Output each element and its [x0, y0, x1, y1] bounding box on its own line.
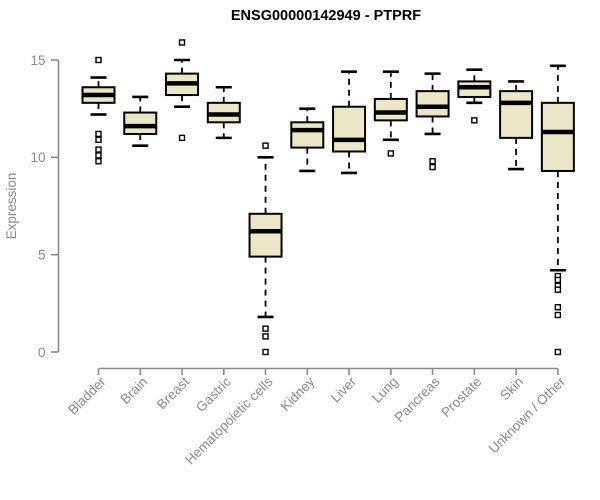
outlier-point-hematopoietic-cells [262, 333, 269, 340]
chart-title: ENSG00000142949 - PTPRF [231, 8, 421, 24]
x-tick-label-lung: Lung [369, 374, 401, 406]
x-tick-label-kidney: Kidney [278, 374, 318, 414]
box-pancreas [415, 90, 450, 118]
x-tick-label-liver: Liver [328, 374, 360, 406]
y-tick-label: 5 [38, 247, 46, 262]
box-brain [123, 111, 158, 135]
box-unknown-other [540, 101, 575, 172]
outlier-point-bladder [95, 152, 102, 159]
box-hematopoietic-cells [248, 212, 283, 258]
x-tick-label-breast: Breast [154, 374, 192, 412]
outlier-point-unknown-other [554, 276, 562, 284]
box-kidney [290, 121, 325, 149]
outlier-point-lung [387, 150, 395, 157]
y-tick-label: 10 [30, 150, 45, 165]
outlier-point-unknown-other [554, 286, 562, 293]
y-tick-label: 0 [38, 345, 46, 360]
outlier-point-bladder [95, 130, 102, 138]
box-liver [332, 105, 367, 153]
x-tick-label-bladder: Bladder [65, 374, 109, 418]
outlier-point-prostate [471, 117, 478, 124]
outlier-point-unknown-other [554, 348, 562, 356]
y-axis-label: Expression [4, 173, 19, 240]
x-tick-label-pancreas: Pancreas [392, 374, 443, 425]
outlier-point-hematopoietic-cells [262, 348, 269, 356]
x-tick-label-unknown-other: Unknown / Other [486, 374, 569, 457]
y-tick-label: 15 [30, 53, 45, 68]
outlier-point-unknown-other [554, 311, 562, 319]
outlier-point-bladder [95, 146, 102, 153]
outlier-point-bladder [95, 136, 102, 144]
outlier-point-breast [178, 134, 186, 142]
outlier-point-pancreas [429, 163, 436, 171]
outlier-point-unknown-other [554, 304, 562, 311]
box-lung [373, 97, 408, 122]
outlier-point-pancreas [429, 158, 436, 165]
outlier-point-hematopoietic-cells [262, 325, 269, 332]
outlier-point-hematopoietic-cells [262, 142, 269, 149]
outlier-point-bladder [95, 158, 102, 165]
outlier-point-breast [178, 39, 186, 46]
box-skin [499, 90, 534, 139]
x-tick-label-skin: Skin [497, 374, 526, 403]
x-tick-label-prostate: Prostate [438, 374, 484, 420]
x-tick-label-gastric: Gastric [193, 374, 234, 415]
x-tick-label-brain: Brain [117, 374, 150, 407]
outlier-point-bladder [95, 56, 102, 64]
